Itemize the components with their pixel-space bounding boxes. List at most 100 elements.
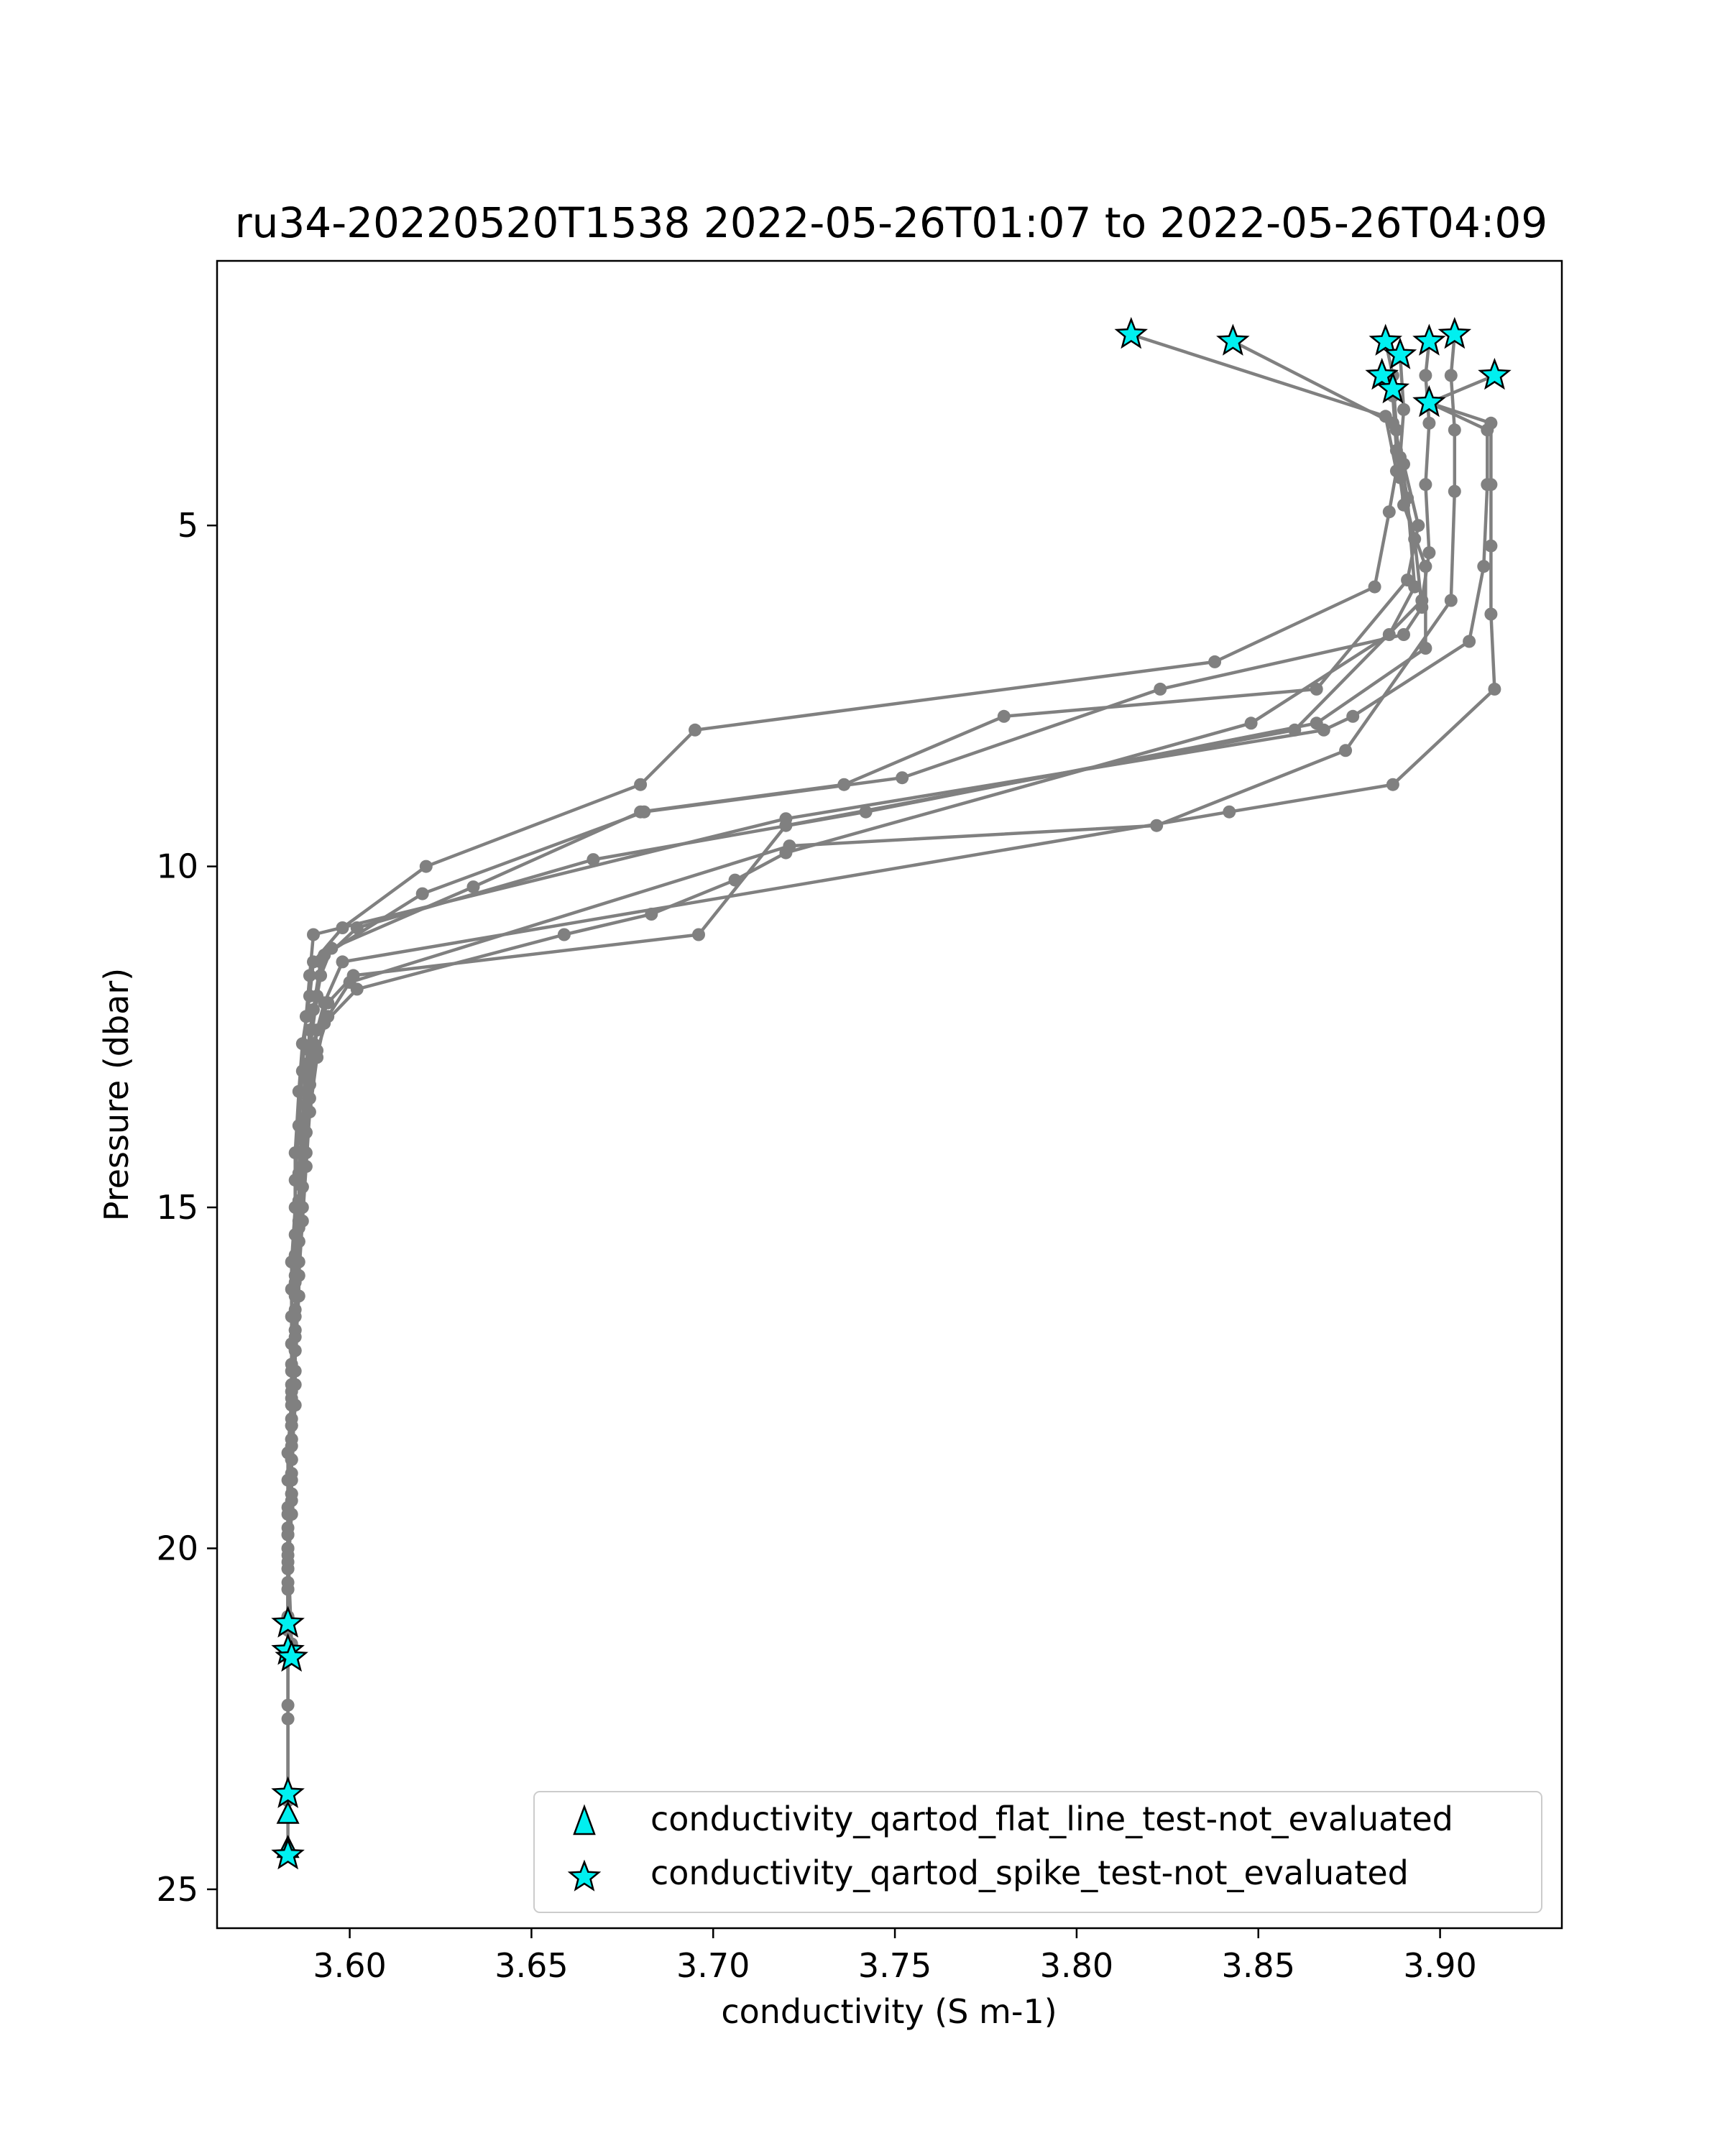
x-tick-label: 3.90 xyxy=(1403,1946,1476,1985)
legend-triangle-marker xyxy=(573,1804,596,1835)
y-tick-label: 20 xyxy=(156,1529,198,1567)
data-point xyxy=(1484,539,1498,553)
profile-series xyxy=(281,335,1425,1657)
legend: conductivity_qartod_flat_line_test-not_e… xyxy=(533,1791,1542,1913)
x-tick-label: 3.80 xyxy=(1040,1946,1113,1985)
data-point xyxy=(336,955,349,969)
plot-area xyxy=(271,317,1512,1870)
spike-flag-marker xyxy=(1114,317,1148,349)
data-point xyxy=(689,723,702,737)
data-point xyxy=(1419,642,1432,655)
data-point xyxy=(292,1235,305,1248)
data-point xyxy=(586,853,600,867)
spike-flag-marker xyxy=(271,1606,305,1638)
data-point xyxy=(1463,635,1476,648)
data-point xyxy=(1488,682,1501,696)
data-point xyxy=(1422,416,1436,430)
plot-frame xyxy=(216,259,1563,1930)
x-tick-label: 3.85 xyxy=(1222,1946,1295,1985)
data-point xyxy=(303,969,316,982)
data-point xyxy=(1394,451,1407,464)
data-point xyxy=(557,928,571,941)
spike-flag-marker xyxy=(1412,384,1446,418)
data-point xyxy=(1223,805,1236,819)
profile-series xyxy=(281,369,1501,1801)
data-point xyxy=(1444,594,1458,607)
data-point xyxy=(1415,594,1429,607)
data-point xyxy=(314,955,328,969)
profile-series xyxy=(281,328,1461,1664)
data-point xyxy=(1448,484,1461,498)
data-point xyxy=(1382,505,1396,519)
data-point xyxy=(1444,369,1458,382)
data-point xyxy=(1419,369,1432,382)
spike-flag-marker xyxy=(1412,323,1446,356)
data-point xyxy=(419,860,433,873)
data-point xyxy=(1477,560,1491,573)
data-point xyxy=(285,1399,298,1412)
data-point xyxy=(1408,580,1422,594)
data-point xyxy=(692,928,705,941)
y-tick-label: 15 xyxy=(156,1188,198,1227)
x-tick-label: 3.60 xyxy=(313,1946,386,1985)
profile-series xyxy=(281,335,1436,1637)
data-point xyxy=(1368,580,1381,594)
data-point xyxy=(1397,628,1410,641)
data-point xyxy=(321,1010,335,1023)
data-point xyxy=(307,928,320,941)
spike-flag-marker xyxy=(1216,323,1250,356)
data-point xyxy=(281,1508,295,1521)
y-tick-label: 10 xyxy=(156,847,198,886)
y-axis: 5 10 15 20 25 xyxy=(156,506,217,1909)
spike-flag-marker xyxy=(1376,371,1410,404)
data-point xyxy=(307,1037,320,1051)
y-axis-label: Pressure (dbar) xyxy=(97,968,136,1221)
legend-star-marker xyxy=(567,1859,602,1892)
data-point xyxy=(415,887,429,900)
profile-line xyxy=(286,374,1427,1658)
data-point xyxy=(896,771,909,785)
data-point xyxy=(997,709,1011,723)
data-point xyxy=(1484,416,1498,430)
profile-line xyxy=(286,401,1496,1856)
data-point xyxy=(1401,492,1414,505)
data-point xyxy=(779,812,793,826)
data-point xyxy=(1244,717,1258,730)
data-point xyxy=(281,1562,295,1575)
profile-line xyxy=(286,354,1417,1623)
data-point xyxy=(318,996,331,1010)
data-point xyxy=(1397,402,1410,416)
profile-line xyxy=(286,333,1399,1631)
profile-line xyxy=(286,341,1431,1631)
data-point xyxy=(466,880,480,894)
data-point xyxy=(1339,744,1353,757)
x-axis-label: conductivity (S m-1) xyxy=(721,1992,1057,2031)
data-point xyxy=(285,1453,298,1467)
spike-flag-marker xyxy=(275,1639,308,1672)
data-point xyxy=(1484,478,1498,492)
profile-line xyxy=(286,341,1424,1644)
profile-series xyxy=(281,348,1422,1630)
spike-flag-marker xyxy=(1438,317,1472,349)
data-point xyxy=(1310,682,1323,696)
data-point xyxy=(1317,723,1330,737)
legend-label-spike: conductivity_qartod_spike_test-not_evalu… xyxy=(650,1853,1409,1892)
profile-series xyxy=(281,328,1403,1637)
data-point xyxy=(299,1125,313,1139)
spike-flag-marker xyxy=(271,1838,305,1870)
spike-flag-marker xyxy=(1478,357,1512,390)
data-point xyxy=(1419,478,1432,492)
x-tick-label: 3.65 xyxy=(494,1946,568,1985)
y-tick-label: 25 xyxy=(156,1870,198,1909)
spike-flag-marker xyxy=(1368,323,1403,356)
data-point xyxy=(1208,655,1222,668)
data-point xyxy=(295,1180,309,1194)
chart-title: ru34-20220520T1538 2022-05-26T01:07 to 2… xyxy=(235,198,1547,247)
profile-series xyxy=(281,369,1432,1664)
data-point xyxy=(343,975,356,989)
data-point xyxy=(783,839,796,853)
data-point xyxy=(1154,682,1167,696)
flat-line-flag-marker xyxy=(276,1800,300,1824)
x-tick-label: 3.70 xyxy=(676,1946,750,1985)
